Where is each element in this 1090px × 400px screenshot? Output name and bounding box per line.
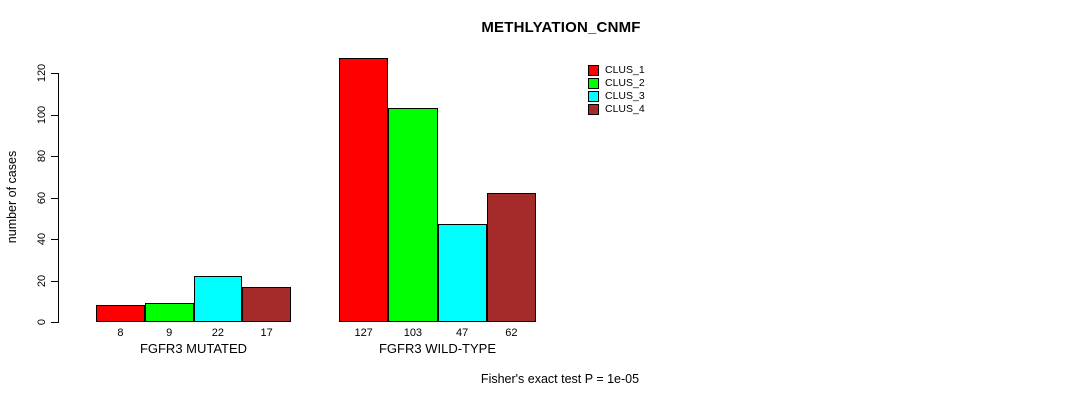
bar-clus_4-group2 — [486, 193, 536, 322]
y-tick-mark — [51, 114, 58, 116]
legend-label: CLUS_1 — [605, 64, 645, 76]
y-tick-mark — [51, 239, 58, 240]
group-label-2: FGFR3 WILD-TYPE — [378, 341, 497, 356]
bar-value-label: 127 — [354, 327, 373, 339]
y-tick-label: 120 — [36, 63, 48, 83]
bar-value-label: 8 — [117, 327, 124, 339]
bar-value-label: 62 — [505, 327, 518, 339]
y-tick-mark — [51, 156, 58, 157]
legend-swatch-clus_2 — [588, 77, 599, 89]
bar-value-label: 9 — [166, 327, 173, 339]
y-tick-label: 0 — [36, 318, 48, 326]
bar-value-label: 103 — [403, 327, 423, 339]
legend-label: CLUS_3 — [605, 90, 645, 102]
bar-clus_4-group1 — [242, 286, 291, 322]
legend-label: CLUS_4 — [605, 103, 645, 115]
y-tick-label: 100 — [36, 105, 48, 124]
y-axis-line — [58, 73, 59, 323]
legend-item-clus_3: CLUS_3 — [588, 90, 645, 102]
legend-swatch-clus_1 — [588, 64, 599, 76]
y-tick-mark — [51, 73, 58, 74]
y-tick-mark — [51, 197, 58, 199]
bar-clus_3-group2 — [437, 224, 487, 322]
bar-value-label: 17 — [260, 327, 273, 339]
legend-item-clus_4: CLUS_4 — [588, 103, 645, 115]
bar-value-label: 47 — [456, 327, 469, 339]
legend-item-clus_1: CLUS_1 — [588, 64, 645, 76]
legend-item-clus_2: CLUS_2 — [588, 77, 645, 89]
bar-clus_1-group1 — [96, 305, 145, 322]
legend-swatch-clus_4 — [588, 103, 599, 115]
bar-clus_2-group1 — [144, 303, 194, 322]
bar-clus_1-group2 — [339, 58, 389, 322]
legend-label: CLUS_2 — [605, 77, 645, 89]
legend-swatch-clus_3 — [588, 90, 599, 102]
y-tick-mark — [51, 322, 58, 323]
bar-clus_3-group1 — [193, 276, 243, 322]
chart-title: METHLYATION_CNMF — [481, 19, 641, 36]
y-tick-label: 40 — [36, 232, 48, 246]
y-tick-label: 60 — [36, 191, 48, 204]
y-tick-mark — [51, 280, 58, 282]
y-tick-label: 20 — [36, 274, 48, 287]
footer-annotation: Fisher's exact test P = 1e-05 — [480, 372, 640, 386]
bar-clus_2-group2 — [388, 108, 438, 322]
group-label-1: FGFR3 MUTATED — [139, 341, 248, 356]
bar-value-label: 22 — [211, 327, 224, 339]
y-tick-label: 80 — [36, 149, 48, 163]
y-axis-title: number of cases — [5, 150, 19, 244]
